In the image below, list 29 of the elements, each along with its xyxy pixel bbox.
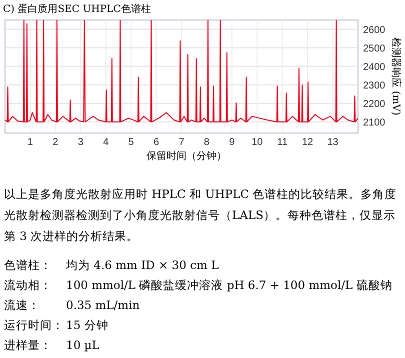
y-tick-label: 2100: [363, 117, 386, 128]
x-axis-title: 保留时间（分钟）: [146, 150, 226, 162]
y-tick-label: 2400: [363, 62, 386, 73]
text: 进样量： 10 µL: [4, 338, 100, 352]
x-tick-label: 3: [78, 137, 84, 148]
chart-title: C) 蛋白质用SEC UHPLC色谱柱: [3, 3, 151, 15]
x-tick-label: 12: [302, 137, 314, 148]
x-tick-label: 2: [52, 137, 59, 148]
x-tick-label: 11: [277, 137, 288, 148]
y-tick-label: 2300: [363, 80, 386, 92]
x-tick-label: 8: [204, 137, 210, 148]
x-tick-label: 13: [327, 137, 339, 148]
y-tick-label: 2600: [363, 24, 386, 36]
y-tick-label: 2200: [363, 98, 386, 110]
y-axis-title: 检测器响应 (mV): [390, 38, 402, 116]
line-series: [5, 20, 358, 122]
y-tick-label: 2500: [363, 43, 386, 54]
x-tick-label: 1: [27, 137, 34, 148]
text: 以上是多角度光散射应用时 HPLC 和 UHPLC 色谱柱的比较结果。多角度光散射检测器检测到了小角度光散射信号（LALS）。每种色谱柱，仅显示第 3 次进样的分析结果。: [4, 186, 398, 245]
text: 运行时间： 15 分钟: [4, 317, 108, 334]
x-tick-label: 7: [178, 137, 185, 148]
x-tick-label: 5: [128, 137, 134, 148]
text: 流速： 0.35 mL/min: [4, 298, 140, 312]
x-tick-label: 4: [103, 137, 110, 148]
x-tick-label: 9: [229, 137, 236, 148]
text: 流动相： 100 mmol/L 磷酸盐缓冲溶液 pH 6.7 + 100 mmol/L 硫酸钠: [4, 278, 392, 292]
x-tick-label: 6: [154, 137, 160, 148]
x-tick-label: 10: [252, 137, 264, 148]
text: 色谱柱： 均为 4.6 mm ID × 30 cm L: [4, 258, 219, 272]
